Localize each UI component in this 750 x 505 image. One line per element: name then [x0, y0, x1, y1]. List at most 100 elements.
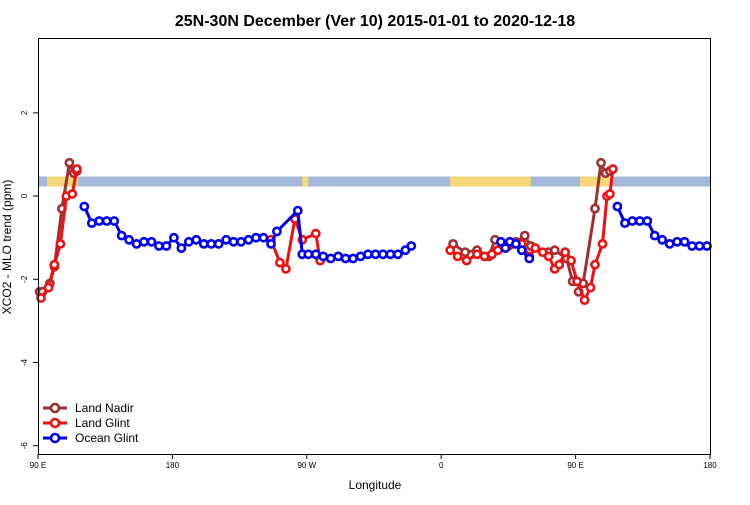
data-point-land-glint — [310, 228, 321, 239]
y-tick-label: -2 — [20, 275, 29, 283]
data-point-ocean-glint — [363, 249, 373, 260]
data-point-land-glint — [472, 249, 482, 260]
data-point-ocean-glint — [694, 241, 705, 251]
x-tick-label: 90 W — [297, 461, 316, 470]
data-point-land-glint — [590, 259, 600, 270]
data-point-ocean-glint — [524, 253, 535, 264]
data-point-ocean-glint — [139, 236, 149, 247]
data-point-land-glint — [543, 251, 554, 262]
data-point-ocean-glint — [251, 232, 261, 243]
data-point-land-glint — [43, 282, 54, 293]
y-tick-label: -6 — [20, 442, 29, 450]
data-point-ocean-glint — [348, 253, 358, 264]
data-point-land-glint — [71, 164, 82, 174]
land-strip-band — [580, 176, 612, 187]
data-point-land-glint — [36, 293, 46, 303]
data-point-ocean-glint — [516, 245, 527, 256]
data-point-ocean-glint — [176, 243, 187, 253]
data-point-ocean-glint — [258, 232, 269, 243]
data-point-ocean-glint — [266, 238, 276, 249]
y-axis-label: XCO2 - MLO trend (ppm) — [0, 180, 14, 315]
data-point-ocean-glint — [495, 236, 506, 247]
land-ocean-strip — [38, 176, 710, 187]
y-axis: -6 -4 -2 0 2 — [20, 110, 38, 449]
land-strip-band — [302, 176, 309, 187]
data-point-ocean-glint — [340, 253, 351, 264]
data-point-ocean-glint — [370, 249, 381, 260]
data-point-ocean-glint — [634, 216, 645, 226]
series-ocean-glint — [79, 201, 712, 264]
y-tick-label: 2 — [20, 110, 29, 115]
data-point-ocean-glint — [657, 234, 668, 245]
data-point-land-glint — [585, 282, 596, 293]
data-point-ocean-glint — [101, 216, 112, 226]
data-point-land-glint — [605, 189, 615, 199]
data-point-ocean-glint — [303, 249, 314, 260]
legend-label: Land Nadir — [75, 401, 134, 415]
legend-label: Land Glint — [75, 416, 130, 430]
data-point-land-glint — [67, 189, 78, 199]
data-point-land-glint — [55, 238, 66, 249]
legend-swatch-marker — [49, 417, 61, 429]
data-point-ocean-glint — [79, 201, 90, 212]
data-point-ocean-glint — [627, 216, 638, 226]
data-point-land-glint — [597, 238, 608, 249]
y-tick-label: 0 — [20, 193, 29, 198]
data-point-ocean-glint — [511, 238, 521, 249]
legend-item-land-nadir: Land Nadir — [43, 401, 134, 415]
data-point-ocean-glint — [206, 238, 217, 249]
data-point-land-glint — [566, 255, 576, 266]
data-point-land-glint — [49, 259, 60, 270]
data-point-land-glint — [479, 251, 490, 262]
x-tick-label: 90 E — [30, 461, 46, 470]
data-point-ocean-glint — [168, 232, 179, 243]
data-point-ocean-glint — [318, 251, 329, 262]
x-tick-label: 90 E — [567, 461, 583, 470]
data-point-land-nadir — [549, 245, 560, 256]
ocean-strip-band — [38, 176, 710, 187]
data-point-ocean-glint — [612, 201, 623, 212]
y-tick-label: -4 — [20, 358, 29, 366]
data-point-ocean-glint — [500, 243, 511, 253]
x-axis: 90 E 180 90 W 0 90 E 180 — [30, 454, 717, 470]
data-point-ocean-glint — [124, 234, 135, 245]
data-point-land-nadir — [460, 247, 470, 258]
series-layer — [34, 157, 712, 305]
legend-label: Ocean Glint — [75, 431, 139, 445]
data-point-land-glint — [461, 255, 472, 266]
data-point-ocean-glint — [228, 236, 239, 247]
data-point-ocean-glint — [271, 226, 282, 237]
data-point-ocean-glint — [679, 236, 690, 247]
data-point-ocean-glint — [672, 236, 682, 247]
data-point-land-nadir — [596, 157, 606, 168]
data-point-land-nadir — [64, 157, 75, 168]
data-point-ocean-glint — [94, 216, 105, 226]
data-point-land-nadir — [519, 230, 530, 241]
data-point-land-glint — [452, 251, 463, 262]
data-point-ocean-glint — [292, 205, 303, 216]
data-point-ocean-glint — [385, 249, 396, 260]
data-point-ocean-glint — [191, 234, 202, 245]
plot-frame — [38, 38, 711, 455]
data-point-ocean-glint — [406, 241, 417, 251]
x-tick-label: 0 — [439, 461, 444, 470]
data-point-land-glint — [274, 257, 285, 268]
legend-item-ocean-glint: Ocean Glint — [43, 431, 139, 445]
data-point-land-glint — [530, 243, 541, 253]
data-point-ocean-glint — [392, 249, 403, 260]
land-strip-band — [46, 176, 79, 187]
data-point-ocean-glint — [642, 216, 653, 226]
data-point-ocean-glint — [213, 238, 224, 249]
legend-swatch-marker — [49, 402, 61, 414]
data-point-land-glint — [579, 295, 590, 305]
data-point-land-glint — [280, 263, 291, 274]
data-point-land-glint — [608, 164, 618, 174]
x-axis-label: Longitude — [349, 478, 402, 492]
data-point-ocean-glint — [116, 230, 127, 241]
data-point-land-glint — [554, 259, 565, 270]
chart-title: 25N-30N December (Ver 10) 2015-01-01 to … — [175, 13, 575, 30]
land-strip-band — [450, 176, 531, 187]
